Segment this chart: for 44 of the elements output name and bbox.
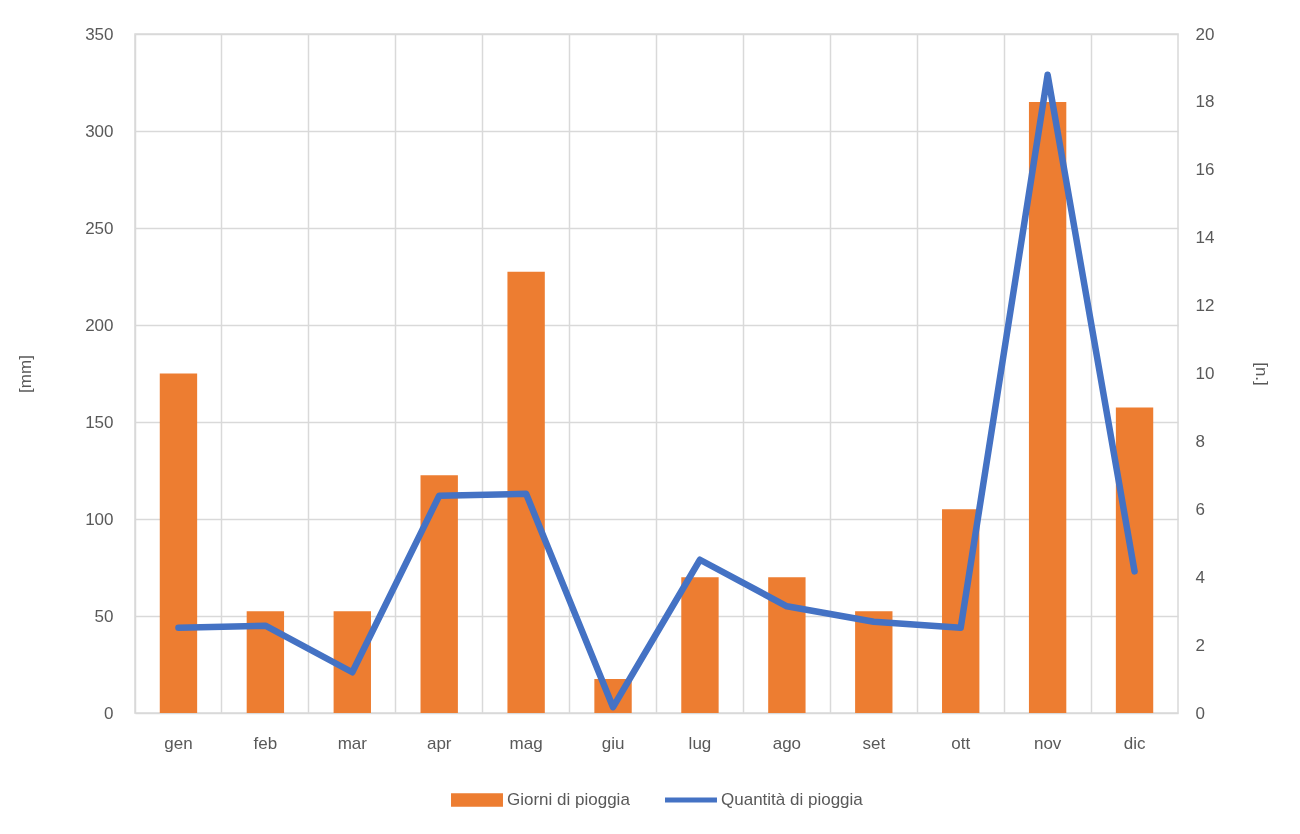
bar bbox=[420, 475, 458, 713]
bar bbox=[159, 373, 198, 713]
y-tick-label: 0 bbox=[104, 703, 114, 723]
x-tick-label: lug bbox=[688, 733, 712, 753]
y2-tick-label: 6 bbox=[1195, 499, 1205, 519]
x-tick-label: set bbox=[862, 733, 886, 753]
bar bbox=[1115, 407, 1154, 713]
x-tick-label: ago bbox=[772, 733, 802, 753]
bar bbox=[768, 577, 806, 713]
x-tick-label: mag bbox=[509, 733, 543, 753]
x-tick-label: ott bbox=[951, 733, 971, 753]
y-tick-label: 350 bbox=[85, 24, 114, 44]
x-tick-label: apr bbox=[426, 733, 452, 753]
y2-tick-label: 4 bbox=[1195, 567, 1205, 587]
bar bbox=[507, 271, 545, 713]
y2-tick-label: 12 bbox=[1195, 296, 1215, 316]
bar bbox=[681, 577, 719, 713]
y2-tick-label: 0 bbox=[1195, 703, 1205, 723]
y2-tick-label: 14 bbox=[1195, 228, 1215, 248]
y-axis-title: [mm] bbox=[16, 355, 36, 393]
x-tick-label: nov bbox=[1033, 733, 1062, 753]
y2-tick-label: 8 bbox=[1195, 431, 1205, 451]
x-tick-label: gen bbox=[164, 733, 193, 753]
y2-tick-label: 10 bbox=[1195, 364, 1215, 383]
x-tick-label: mar bbox=[337, 733, 368, 753]
y2-tick-label: 18 bbox=[1195, 92, 1215, 112]
bar bbox=[246, 611, 285, 713]
y-tick-label: 100 bbox=[85, 509, 114, 529]
y-tick-label: 250 bbox=[85, 218, 114, 238]
x-tick-label: giu bbox=[601, 733, 625, 753]
bar bbox=[855, 611, 893, 713]
legend-label: Giorni di pioggia bbox=[507, 790, 631, 809]
y-tick-label: 150 bbox=[85, 412, 114, 432]
y-tick-label: 200 bbox=[85, 315, 114, 335]
y2-tick-label: 20 bbox=[1195, 24, 1215, 44]
x-tick-label: feb bbox=[253, 733, 278, 753]
legend-label: Quantità di pioggia bbox=[721, 790, 864, 809]
x-tick-label: dic bbox=[1123, 733, 1146, 753]
y2-axis-title: [n.] bbox=[1252, 362, 1272, 386]
y-tick-label: 50 bbox=[94, 606, 114, 626]
y-tick-label: 300 bbox=[85, 121, 114, 141]
bar bbox=[1028, 101, 1067, 713]
y2-tick-label: 16 bbox=[1195, 160, 1215, 180]
y2-tick-label: 2 bbox=[1195, 635, 1205, 655]
